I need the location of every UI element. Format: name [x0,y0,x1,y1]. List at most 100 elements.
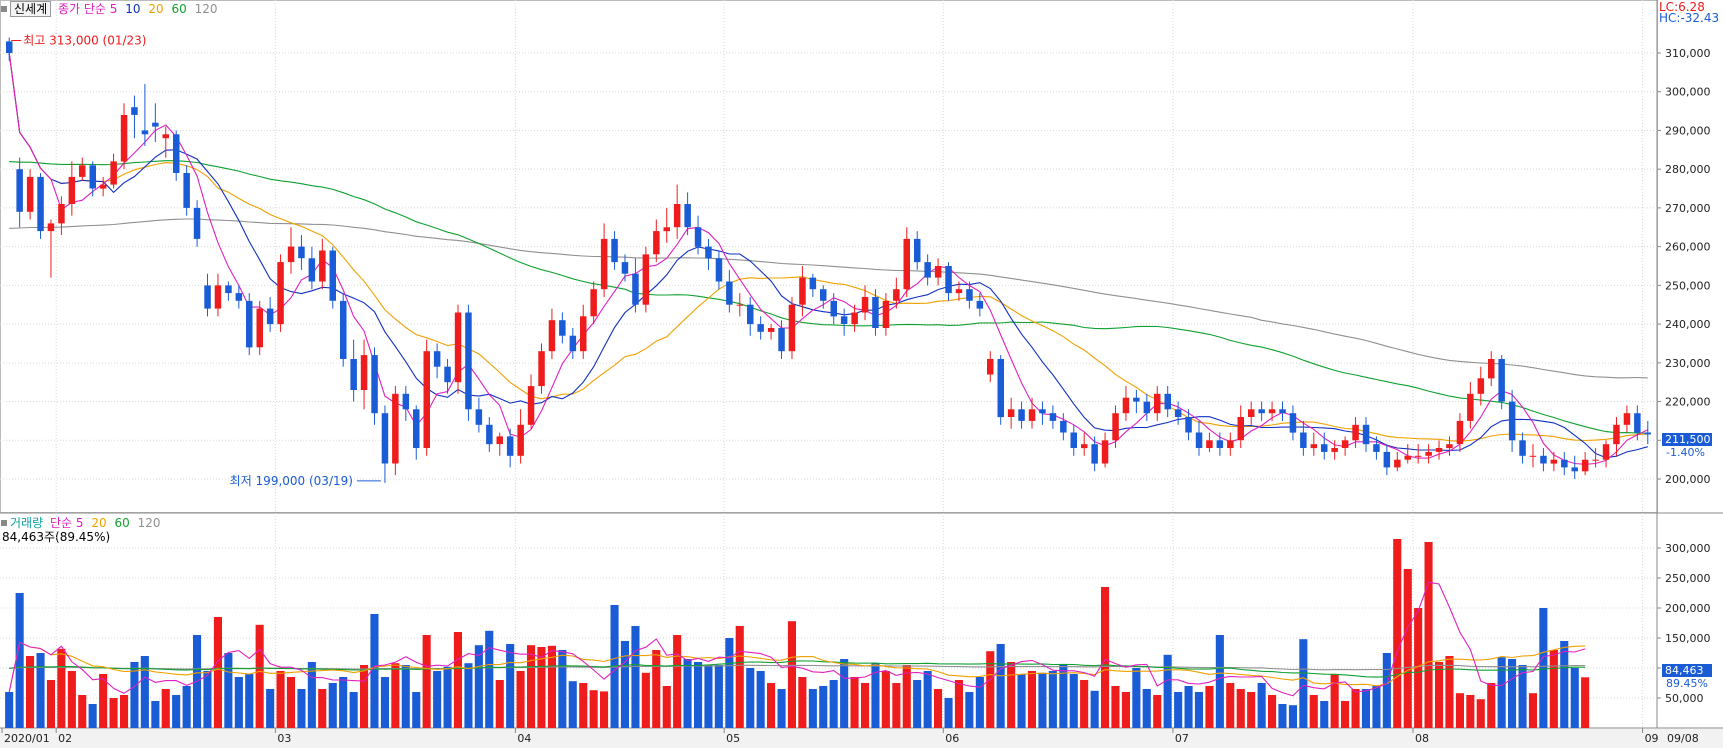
volume-bar [725,638,734,728]
candle-body [1091,444,1098,464]
volume-ma60-line [9,660,1586,678]
volume-ma20-line [8,641,1586,693]
candle-body [809,277,817,290]
volume-bar [1007,662,1016,728]
price-tick-label: 290,000 [1665,124,1711,137]
volume-bar [443,666,452,728]
price-ma10-label: 10 [125,2,141,16]
candle-body [684,204,691,228]
volume-bar [600,691,609,728]
candle-body [747,304,754,325]
candle-body [621,262,629,274]
candle-body [872,297,879,328]
candle-body [454,312,462,383]
volume-bar [109,698,118,728]
price-tick-label: 260,000 [1665,241,1711,254]
volume-bar [349,692,358,728]
volume-bar [88,704,97,728]
candle-body [381,413,389,464]
volume-bar [339,677,348,728]
price-legend-prefix: 종가 단순 [57,2,106,16]
x-tick-label: 05 [726,732,740,745]
volume-tick-label: 50,000 [1665,692,1704,705]
candle-body [1268,409,1276,414]
price-ma20-line [8,52,1648,442]
volume-bar [516,671,525,728]
volume-bar [756,671,765,728]
volume-bar [1069,674,1078,728]
candle-body [402,393,410,410]
candle-body [1227,440,1234,448]
volume-bar [15,593,24,728]
chart-menu-icon[interactable] [1,5,7,12]
volume-bar [1424,542,1433,728]
chart-name[interactable]: 신세계 [10,1,52,17]
volume-bar [1215,635,1224,728]
volume-bar [1393,539,1402,728]
volume-bar [1497,657,1506,728]
volume-bar [1309,695,1318,728]
candle-body [851,312,858,325]
volume-bar [620,641,629,728]
volume-menu-icon[interactable] [1,519,7,526]
candle-body [882,300,890,328]
volume-bar [1027,671,1036,728]
candle-body [1049,413,1057,421]
candle-body [204,285,211,309]
hc-text: HC:-32.43 [1659,11,1720,25]
price-tick-label: 250,000 [1665,279,1711,292]
price-ma5-label: 5 [109,2,118,16]
x-tick-label: 07 [1175,732,1189,745]
price-ma120-label: 120 [194,2,218,16]
volume-bar [1466,695,1475,728]
candle-body [1571,467,1578,472]
volume-bar [787,621,796,728]
volume-bar [224,653,233,728]
volume-bar [892,683,901,728]
volume-bar [307,662,316,728]
candle-body [1477,378,1485,394]
volume-ma60-label: 60 [114,516,130,530]
volume-bar [1435,662,1444,728]
price-tick-label: 300,000 [1665,86,1711,99]
price-tick-label: 200,000 [1665,473,1711,486]
candle-body [37,176,44,232]
candle-body [1143,401,1151,414]
volume-bar [1288,705,1297,728]
volume-bar [506,644,515,728]
candle-body [277,262,284,325]
candle-body [976,300,984,309]
candle-body [1488,359,1495,379]
volume-bar [641,672,650,728]
volume-ma5-label: 5 [75,516,84,530]
volume-bar [360,665,369,728]
price-ma5-line [8,52,1649,465]
candle-body [1383,451,1391,468]
volume-bar [944,698,953,728]
volume-bar [631,626,640,728]
volume-bar [1080,680,1089,728]
candle-body [861,297,869,313]
candle-body [360,355,368,390]
price-ma20-label: 20 [148,2,164,16]
candle-body [1362,424,1370,445]
candle-body [423,351,430,448]
candle-body [903,238,910,290]
candle-body [590,289,597,317]
volume-bar [1142,689,1151,728]
volume-bar [1476,699,1485,728]
volume-bar [172,695,181,728]
volume-bar [1278,704,1287,728]
volume-tick-label: 150,000 [1665,632,1711,645]
candle-body [141,130,149,135]
candle-body [1279,409,1286,414]
candle-body [1331,448,1338,452]
volume-bar [568,681,577,728]
volume-tick-label: 250,000 [1665,572,1711,585]
candle-body [694,227,702,247]
candle-body [444,366,451,383]
candle-body [1550,459,1558,464]
candle-body [79,165,86,177]
volume-bar [433,671,442,728]
